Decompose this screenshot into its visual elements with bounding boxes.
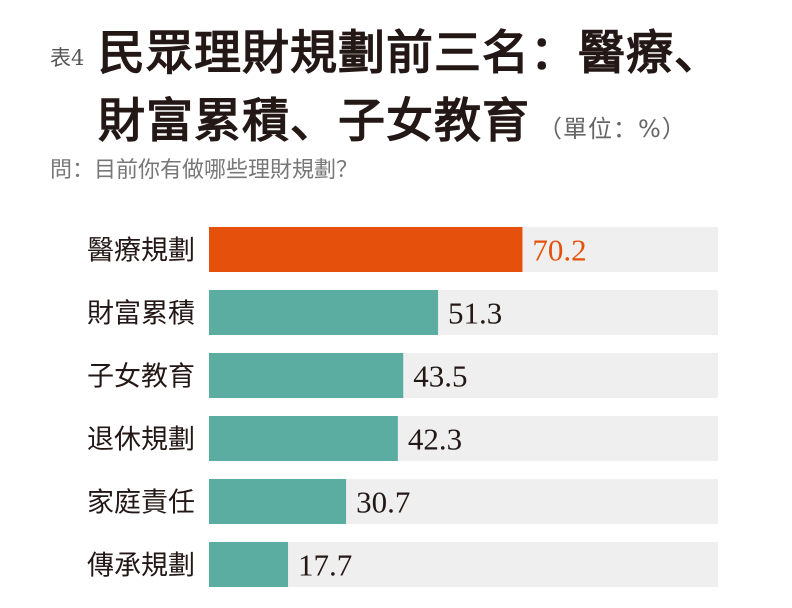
bar	[209, 290, 439, 335]
bar-track	[209, 542, 718, 587]
value-label: 43.5	[413, 359, 467, 394]
table-number: 表4	[50, 46, 85, 70]
category-label: 傳承規劃	[87, 551, 195, 582]
category-label: 子女教育	[87, 362, 195, 393]
value-label: 42.3	[408, 422, 462, 457]
chart-title-line1: 民眾理財規劃前三名：醫療、	[98, 26, 722, 81]
bar	[209, 542, 289, 587]
category-label: 退休規劃	[87, 425, 195, 456]
value-label: 30.7	[356, 485, 410, 520]
survey-question: 問：目前你有做哪些理財規劃？	[50, 158, 359, 183]
value-label: 70.2	[532, 233, 586, 268]
unit-label: （單位：%）	[538, 115, 687, 143]
bar	[209, 479, 347, 524]
category-label: 醫療規劃	[87, 236, 195, 267]
bar	[209, 227, 523, 272]
value-label: 17.7	[298, 548, 352, 583]
category-label: 財富累積	[87, 299, 195, 330]
value-label: 51.3	[448, 296, 502, 331]
bar	[209, 353, 404, 398]
chart-title-line2-text: 財富累積、子女教育	[98, 94, 530, 149]
category-label: 家庭責任	[87, 488, 195, 519]
chart-title-line2: 財富累積、子女教育 （單位：%）	[98, 82, 687, 151]
bar	[209, 416, 398, 461]
